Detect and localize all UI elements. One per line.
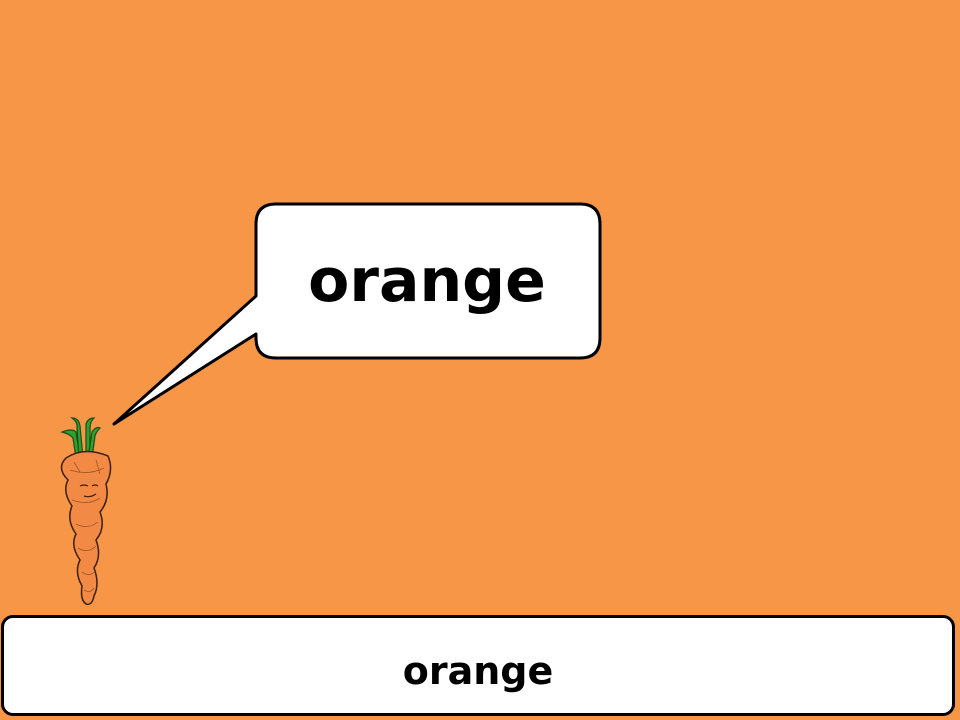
carrot-body xyxy=(60,450,112,606)
speech-bubble-text: orange xyxy=(308,246,546,316)
carrot-icon xyxy=(60,417,112,606)
caption-box: orange xyxy=(1,615,955,716)
carrot-leaves xyxy=(60,417,102,459)
speech-bubble xyxy=(112,202,602,426)
caption-text: orange xyxy=(402,648,554,693)
carrot-face xyxy=(79,484,99,498)
